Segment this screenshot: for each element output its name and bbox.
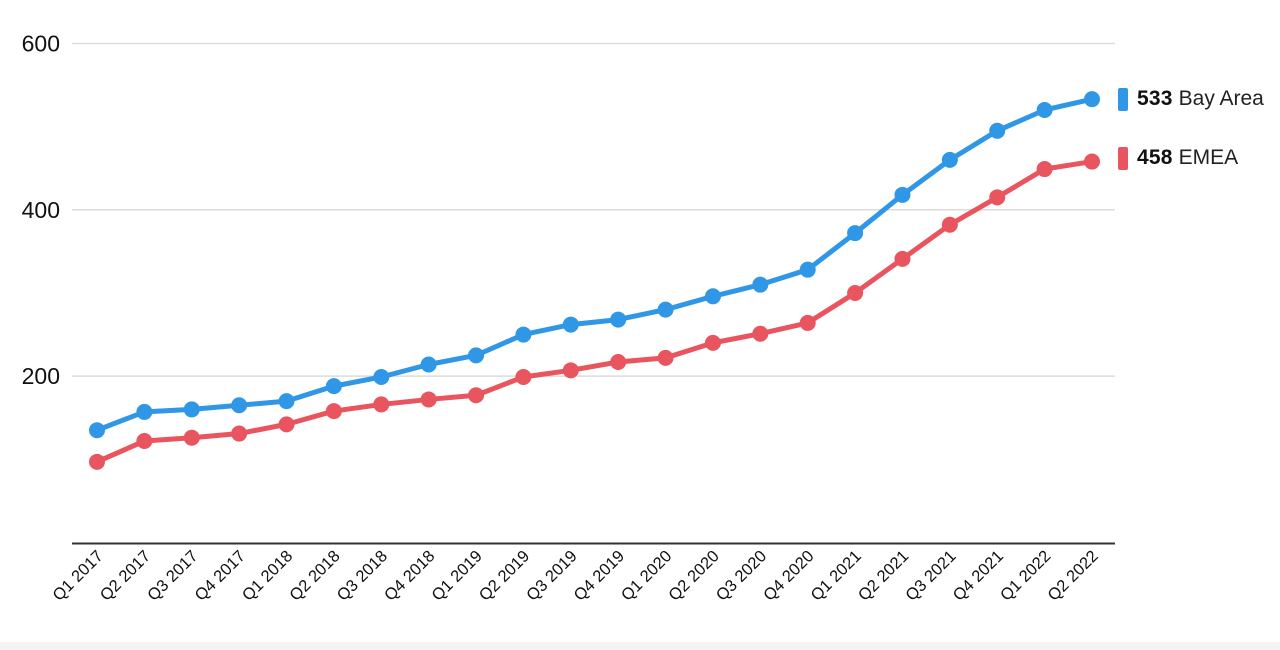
y-axis-tick-label: 600: [22, 30, 60, 56]
data-point: [847, 225, 864, 242]
x-axis-tick-label: Q4 2021: [950, 547, 1007, 604]
data-point: [183, 429, 200, 446]
legend-marker-bay-area-icon: [1118, 87, 1128, 111]
data-point: [562, 362, 579, 379]
data-point: [278, 393, 295, 410]
data-point: [752, 325, 769, 342]
x-axis-tick-label: Q2 2022: [1044, 547, 1101, 604]
data-point: [657, 349, 674, 366]
legend-value-bay-area: 533: [1137, 87, 1173, 110]
data-point: [562, 316, 579, 333]
data-point: [941, 216, 958, 233]
x-axis-tick-label: Q3 2017: [144, 547, 201, 604]
data-point: [325, 378, 342, 395]
x-axis-tick-label: Q1 2020: [618, 547, 675, 604]
data-point: [183, 401, 200, 418]
data-point: [752, 276, 769, 293]
legend-item-bay-area: 533 Bay Area: [1118, 87, 1264, 111]
data-point: [373, 396, 390, 413]
data-point: [894, 186, 911, 203]
legend-value-emea: 458: [1137, 146, 1173, 169]
x-axis-tick-label: Q2 2020: [665, 547, 722, 604]
data-point: [89, 453, 105, 470]
data-point: [847, 284, 864, 301]
data-point: [515, 368, 532, 385]
data-point: [657, 301, 674, 318]
x-axis-tick-label: Q4 2017: [191, 547, 248, 604]
data-point: [515, 326, 532, 343]
x-axis-tick-label: Q1 2017: [49, 547, 106, 604]
x-axis-tick-label: Q3 2020: [713, 547, 770, 604]
data-point: [1084, 91, 1100, 108]
data-point: [1084, 153, 1100, 170]
data-point: [468, 347, 485, 364]
data-point: [610, 354, 627, 371]
x-axis-tick-label: Q1 2018: [239, 547, 296, 604]
data-point: [610, 311, 627, 328]
x-axis-tick-label: Q4 2020: [760, 547, 817, 604]
data-point: [231, 425, 248, 442]
data-point: [989, 122, 1006, 139]
data-point: [989, 189, 1006, 206]
x-axis-tick-label: Q4 2018: [381, 547, 438, 604]
data-point: [704, 288, 721, 305]
data-point: [231, 397, 248, 414]
x-axis-tick-label: Q4 2019: [571, 547, 628, 604]
series-line-bay-area: [94, 96, 1095, 433]
data-point: [373, 368, 390, 385]
data-point: [420, 356, 437, 373]
x-axis-tick-label: Q2 2021: [855, 547, 912, 604]
data-point: [468, 387, 485, 404]
data-point: [1036, 161, 1053, 178]
data-point: [799, 261, 816, 278]
x-axis-tick-label: Q2 2017: [97, 547, 154, 604]
series-line-emea: [94, 159, 1095, 465]
data-point: [704, 334, 721, 351]
legend-label-bay-area: Bay Area: [1178, 87, 1264, 110]
data-point: [1036, 101, 1053, 118]
data-point: [136, 433, 153, 450]
data-point: [136, 403, 153, 420]
y-axis-tick-label: 400: [22, 197, 60, 223]
data-point: [420, 391, 437, 408]
x-axis-tick-label: Q1 2021: [807, 547, 864, 604]
data-point: [894, 250, 911, 267]
data-point: [799, 314, 816, 331]
x-axis-tick-label: Q1 2019: [428, 547, 485, 604]
legend-item-emea: 458 EMEA: [1118, 146, 1238, 170]
data-point: [941, 151, 958, 168]
legend-label-emea: EMEA: [1178, 146, 1239, 169]
x-axis-tick-label: Q3 2019: [523, 547, 580, 604]
x-axis-tick-label: Q1 2022: [997, 547, 1054, 604]
x-axis-tick-label: Q2 2018: [286, 547, 343, 604]
legend-marker-emea-icon: [1118, 146, 1128, 170]
bottom-strip: [0, 642, 1280, 650]
data-point: [278, 416, 295, 433]
data-point: [325, 403, 342, 420]
x-axis-tick-label: Q3 2018: [334, 547, 391, 604]
data-point: [89, 422, 105, 439]
y-axis-tick-label: 200: [22, 363, 60, 389]
x-axis-tick-label: Q2 2019: [476, 547, 533, 604]
x-axis-tick-label: Q3 2021: [902, 547, 959, 604]
